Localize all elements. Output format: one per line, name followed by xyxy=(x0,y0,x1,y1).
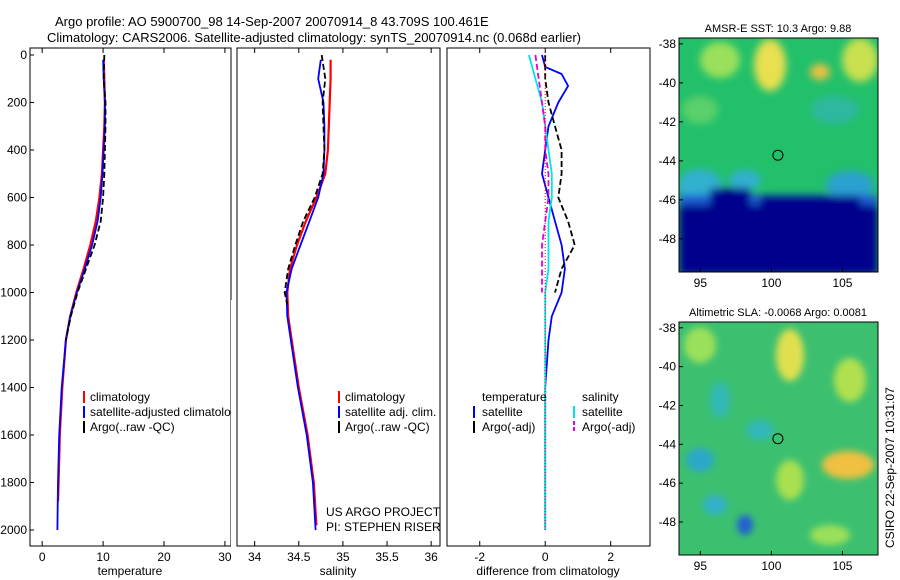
x-tick-label: 35 xyxy=(336,550,350,564)
temperature-legend: climatology satellite-adjusted climatolo… xyxy=(83,390,243,434)
map-y-tick-label: -42 xyxy=(659,398,677,412)
depth-tick-label: 600 xyxy=(7,191,27,205)
map-x-tick-label: 95 xyxy=(694,559,708,573)
series-line-argo-raw-qc xyxy=(65,54,107,341)
map-y-tick-label: -46 xyxy=(659,193,677,207)
map-x-tick-label: 100 xyxy=(761,276,781,290)
x-tick-label: 0 xyxy=(542,550,549,564)
map-y-tick-label: -40 xyxy=(659,76,677,90)
sst-profile-location-marker xyxy=(772,149,784,161)
salinity-series xyxy=(283,54,332,531)
pi-label: PI: STEPHEN RISER xyxy=(326,520,441,534)
sst-map-frame xyxy=(678,37,879,273)
x-tick-label: 34.5 xyxy=(287,550,311,564)
legend-heading-temperature: temperature xyxy=(482,390,547,404)
map-x-tick-label: 105 xyxy=(832,276,852,290)
temperature-axis-label: temperature xyxy=(98,564,163,578)
sla-map-panel: Altimetric SLA: -0.0068 Argo: 0.0081 95 1… xyxy=(659,307,879,573)
map-x-tick-label: 100 xyxy=(761,559,781,573)
temperature-series xyxy=(56,54,107,531)
x-tick-label: 0 xyxy=(39,550,46,564)
difference-panel: -2 0 2 difference from climatology tempera… xyxy=(446,47,651,578)
depth-tick-label: 0 xyxy=(20,48,27,62)
legend-label-satellite-adj: satellite adj. clim. xyxy=(345,405,436,419)
map-y-tick-label: -48 xyxy=(659,515,677,529)
legend-label-salinity-satellite: satellite xyxy=(582,405,623,419)
x-tick-label: 10 xyxy=(96,550,110,564)
depth-tick-label: 1000 xyxy=(0,286,27,300)
map-y-tick-label: -44 xyxy=(659,154,677,168)
salinity-axis-label: salinity xyxy=(320,564,357,578)
depth-tick-label: 1800 xyxy=(0,476,27,490)
depth-tick-label: 800 xyxy=(7,238,27,252)
salinity-panel: 34 34.5 35 35.5 36 salinity climatology sate… xyxy=(236,47,441,578)
legend-label-temperature-satellite: satellite xyxy=(482,405,523,419)
csiro-timestamp-label: CSIRO 22-Sep-2007 10:31:07 xyxy=(883,387,897,548)
legend-label-temperature-argo: Argo(-adj) xyxy=(482,420,535,434)
legend-label-climatology: climatology xyxy=(90,390,150,404)
map-y-tick-label: -38 xyxy=(659,321,677,335)
sla-map-ticks: 95 100 105 -38 -40 -42 -44 -46 -48 xyxy=(659,321,853,573)
legend-label-climatology: climatology xyxy=(345,390,405,404)
depth-tick-label: 1400 xyxy=(0,381,27,395)
temperature-panel: 0 200 400 600 800 1000 1200 1400 1600 1800 2000 0 1… xyxy=(0,47,451,578)
sla-profile-location-marker xyxy=(772,433,784,445)
temperature-x-ticks: 0 10 20 30 xyxy=(39,48,232,564)
sst-map-ticks: 95 100 105 -38 -40 -42 -44 -46 -48 xyxy=(659,37,853,290)
map-y-tick-label: -46 xyxy=(659,476,677,490)
depth-tick-label: 200 xyxy=(7,96,27,110)
map-y-tick-label: -48 xyxy=(659,232,677,246)
sla-map-image xyxy=(679,322,878,555)
sst-map-panel: AMSR-E SST: 10.3 Argo: 9.88 95 100 105-3 xyxy=(659,23,879,290)
x-tick-label: 35.5 xyxy=(375,550,399,564)
map-x-tick-label: 105 xyxy=(832,559,852,573)
sla-map-frame xyxy=(678,321,879,556)
project-label: US ARGO PROJECT xyxy=(326,505,441,519)
sla-map-title: Altimetric SLA: -0.0068 Argo: 0.0081 xyxy=(689,307,867,319)
difference-x-ticks: -2 0 2 xyxy=(474,48,614,564)
series-line-temperature-argo-adj xyxy=(544,55,576,293)
depth-tick-label: 2000 xyxy=(0,523,27,537)
x-tick-label: 30 xyxy=(218,550,232,564)
salinity-x-ticks: 34 34.5 35 35.5 36 xyxy=(248,48,438,564)
salinity-legend: climatology satellite adj. clim. Argo(..… xyxy=(338,390,436,434)
figure-title-line1: Argo profile: AO 5900700_98 14-Sep-2007 … xyxy=(55,14,489,29)
difference-legend: temperature satellite Argo(-adj) salinit… xyxy=(473,390,635,434)
difference-series xyxy=(528,54,576,530)
map-y-tick-label: -42 xyxy=(659,115,677,129)
x-tick-label: 34 xyxy=(248,550,262,564)
map-y-tick-label: -44 xyxy=(659,437,677,451)
sst-map-title: AMSR-E SST: 10.3 Argo: 9.88 xyxy=(705,23,852,35)
salinity-plot-frame xyxy=(236,47,441,547)
x-tick-label: 36 xyxy=(424,550,438,564)
legend-label-satellite-adjusted: satellite-adjusted climatology xyxy=(90,405,243,419)
figure-title-line2: Climatology: CARS2006. Satellite-adjuste… xyxy=(47,30,581,45)
depth-tick-label: 1200 xyxy=(0,333,27,347)
series-line-salinity-argo-adj xyxy=(534,54,550,293)
legend-label-salinity-argo: Argo(-adj) xyxy=(582,420,635,434)
depth-tick-label: 400 xyxy=(7,143,27,157)
legend-label-argo: Argo(..raw -QC) xyxy=(345,420,430,434)
map-x-tick-label: 95 xyxy=(694,276,708,290)
map-y-tick-label: -40 xyxy=(659,360,677,374)
difference-plot-frame xyxy=(446,47,651,547)
depth-tick-label: 1600 xyxy=(0,428,27,442)
map-y-tick-label: -38 xyxy=(659,37,677,51)
sst-map-image xyxy=(679,38,878,272)
legend-heading-salinity: salinity xyxy=(582,390,619,404)
x-tick-label: 20 xyxy=(157,550,171,564)
temperature-plot-frame xyxy=(29,47,232,547)
legend-overflow-mask xyxy=(231,300,237,550)
x-tick-label: -2 xyxy=(474,550,485,564)
x-tick-label: 2 xyxy=(607,550,614,564)
series-line-argo-raw-qc xyxy=(283,54,327,305)
legend-label-argo: Argo(..raw -QC) xyxy=(90,420,175,434)
difference-axis-label: difference from climatology xyxy=(476,564,619,578)
